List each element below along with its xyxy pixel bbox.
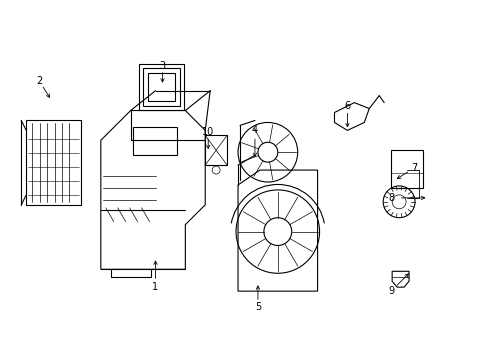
Text: 7: 7: [410, 163, 416, 173]
Bar: [390, 150, 422, 188]
Bar: [138, 64, 184, 109]
Text: 3: 3: [159, 61, 165, 71]
Text: 5: 5: [254, 302, 261, 312]
Bar: [147, 73, 175, 100]
Text: 9: 9: [387, 286, 393, 296]
Bar: [142, 68, 180, 105]
Text: 1: 1: [152, 282, 158, 292]
Bar: [26, 121, 81, 205]
Text: 10: 10: [202, 127, 214, 138]
Bar: [205, 135, 226, 165]
Text: 6: 6: [344, 100, 350, 111]
Text: 8: 8: [387, 193, 393, 203]
Bar: [132, 127, 177, 155]
Text: 2: 2: [36, 76, 42, 86]
Text: 4: 4: [251, 125, 258, 135]
